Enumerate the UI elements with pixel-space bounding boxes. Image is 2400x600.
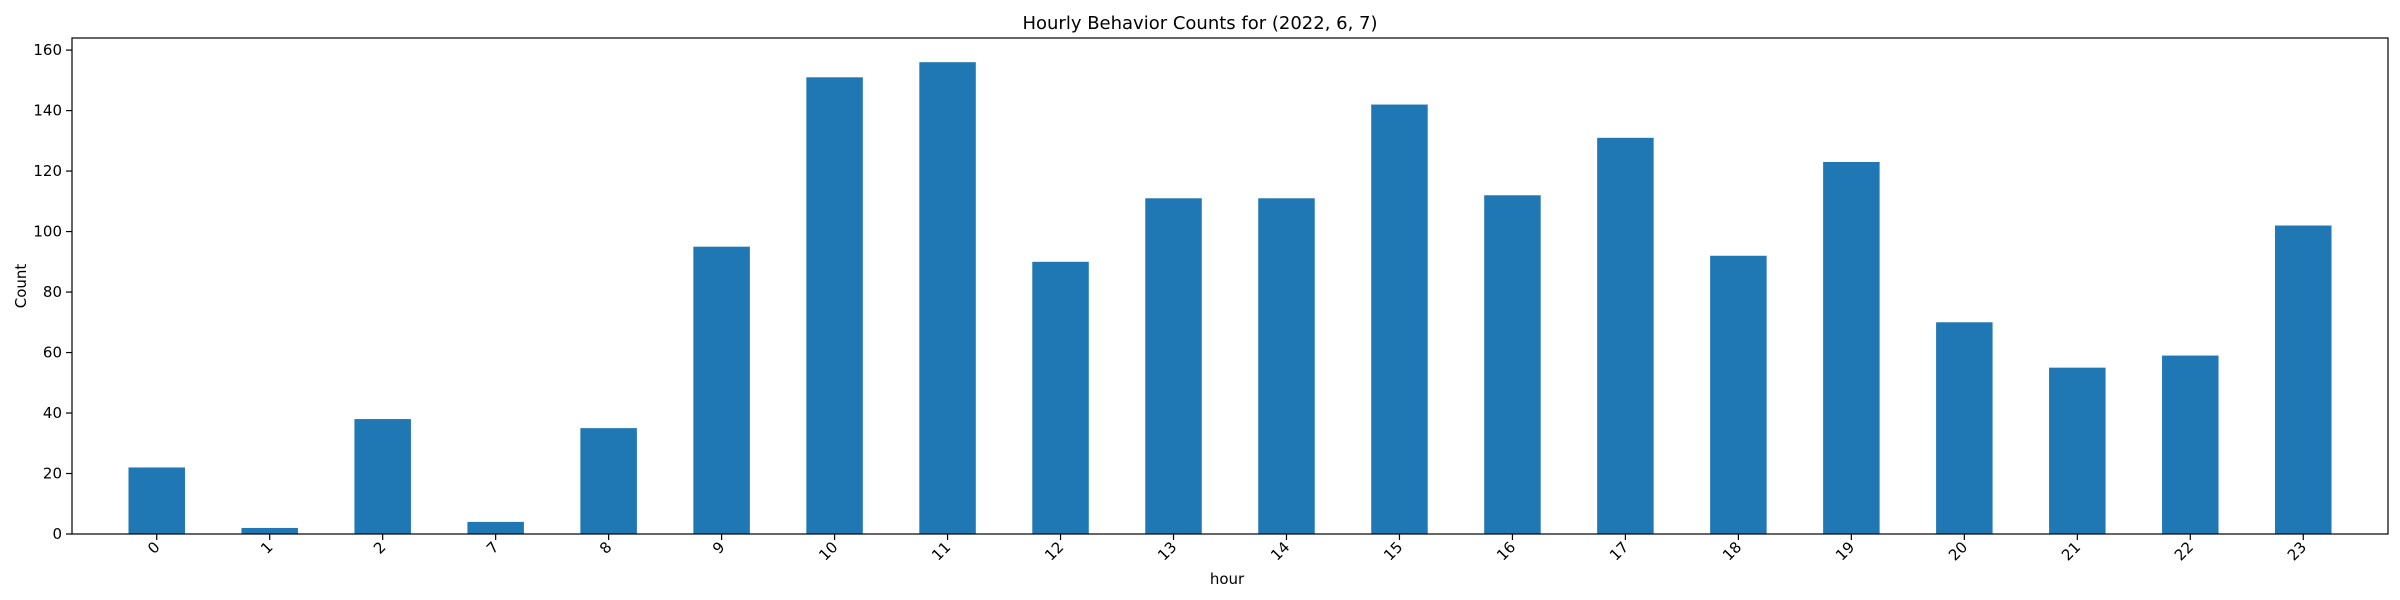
bar-hour-8 [580,428,637,534]
bar-hour-1 [241,527,298,534]
bar-hour-11 [919,62,976,534]
x-tick-label: 10 [815,538,841,564]
chart-title: Hourly Behavior Counts for (2022, 6, 7) [1022,13,1377,34]
bar-hour-20 [1936,322,1993,534]
x-axis: 0 1 2 7 8 9 10 11 12 13 14 15 16 17 18 19 20 21 22 23 [144,534,2310,564]
bar-hour-7 [467,521,524,534]
y-tick-label: 60 [43,344,62,362]
x-tick-label: 18 [1719,538,1745,564]
y-tick-label: 80 [43,283,62,301]
bar-hour-17 [1597,137,1654,534]
bar-hour-10 [806,77,863,534]
x-tick-label: 20 [1945,538,1971,564]
bar-hour-15 [1371,104,1428,534]
bar-hour-12 [1032,261,1089,534]
bars-group [128,62,2332,535]
bar-hour-18 [1710,255,1767,534]
bar-hour-0 [128,467,185,534]
y-tick-label: 40 [43,404,62,422]
bar-hour-21 [2049,367,2106,534]
bar-hour-9 [693,246,750,534]
x-tick-label: 0 [144,538,163,557]
plot-frame [71,37,2389,535]
x-tick-label: 14 [1267,538,1293,564]
x-tick-label: 12 [1041,538,1067,564]
x-tick-label: 8 [596,538,615,557]
x-tick-label: 1 [257,538,276,557]
x-tick-label: 22 [2171,538,2197,564]
x-tick-label: 7 [483,538,502,557]
y-tick-label: 100 [33,223,62,241]
x-tick-label: 2 [370,538,389,557]
x-tick-label: 11 [928,538,954,564]
x-tick-label: 17 [1606,538,1632,564]
bar-hour-2 [354,419,411,534]
bar-hour-19 [1823,162,1880,534]
bar-hour-14 [1258,198,1315,535]
y-axis: 0 20 40 60 80 100 120 140 160 [33,41,72,543]
x-tick-label: 15 [1380,538,1406,564]
x-tick-label: 9 [709,538,728,557]
x-tick-label: 21 [2058,538,2084,564]
bar-hour-23 [2275,225,2332,534]
x-tick-label: 23 [2284,538,2310,564]
y-tick-label: 120 [33,162,62,180]
x-axis-title: hour [1210,570,1245,588]
bar-hour-13 [1145,198,1202,535]
x-tick-label: 19 [1832,538,1858,564]
y-tick-label: 20 [43,465,62,483]
y-axis-title: Count [12,264,30,309]
y-tick-label: 140 [33,102,62,120]
x-tick-label: 16 [1493,538,1519,564]
y-tick-label: 160 [33,41,62,59]
x-tick-label: 13 [1154,538,1180,564]
bar-hour-22 [2162,355,2219,534]
bar-hour-16 [1484,195,1541,534]
y-tick-label: 0 [52,525,62,543]
